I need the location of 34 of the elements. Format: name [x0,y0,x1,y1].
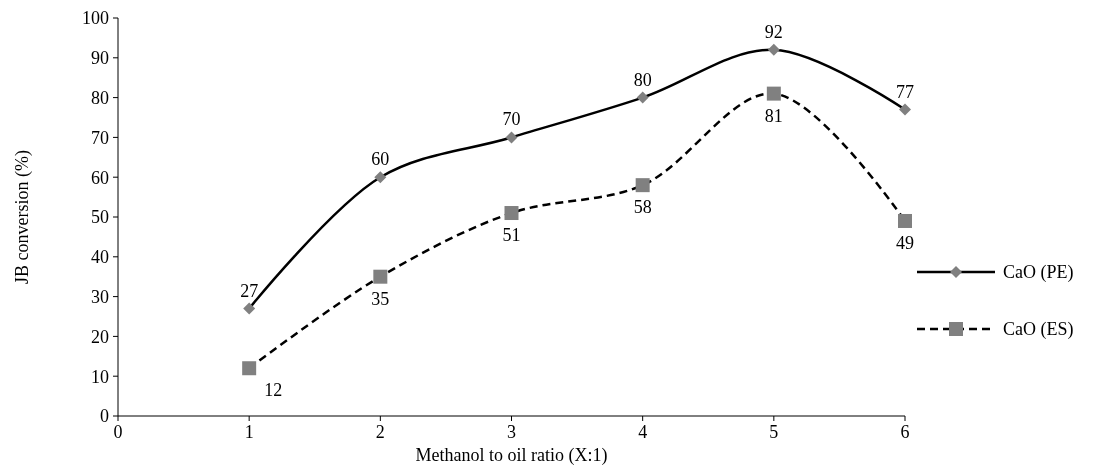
data-label: 60 [371,149,390,170]
y-tick-label: 70 [91,127,109,148]
data-label: 92 [764,21,783,42]
y-tick-label: 90 [91,48,109,69]
data-label: 80 [633,69,652,90]
data-label: 27 [240,280,259,301]
y-tick-label: 80 [91,87,109,108]
x-tick-label: 3 [507,422,516,442]
y-tick-label: 100 [82,8,109,29]
data-label: 51 [502,225,521,246]
y-tick-label: 20 [91,326,109,347]
x-tick-label: 2 [375,422,385,442]
data-label: 35 [371,288,390,309]
y-tick-label: 10 [91,366,109,387]
data-label: 58 [633,197,652,218]
x-tick-label: 4 [638,422,648,442]
y-tick-label: 30 [91,286,109,307]
y-tick-label: 40 [91,247,109,268]
x-tick-label: 5 [769,422,779,442]
y-tick-label: 60 [91,167,109,188]
x-tick-label: 1 [244,422,254,442]
data-label: 70 [502,109,521,130]
y-axis-title: JB conversion (%) [12,150,33,284]
legend-label: CaO (ES) [1003,319,1074,341]
x-tick-label: 6 [900,422,910,442]
legend-label: CaO (PE) [1003,262,1074,284]
data-label: 81 [764,105,783,126]
data-label: 77 [896,81,914,102]
data-label: 12 [264,380,283,401]
data-label: 49 [896,232,914,253]
y-tick-label: 0 [100,406,109,427]
x-tick-label: 0 [113,422,123,442]
x-axis-title: Methanol to oil ratio (X:1) [415,445,608,466]
y-tick-label: 50 [91,207,109,228]
